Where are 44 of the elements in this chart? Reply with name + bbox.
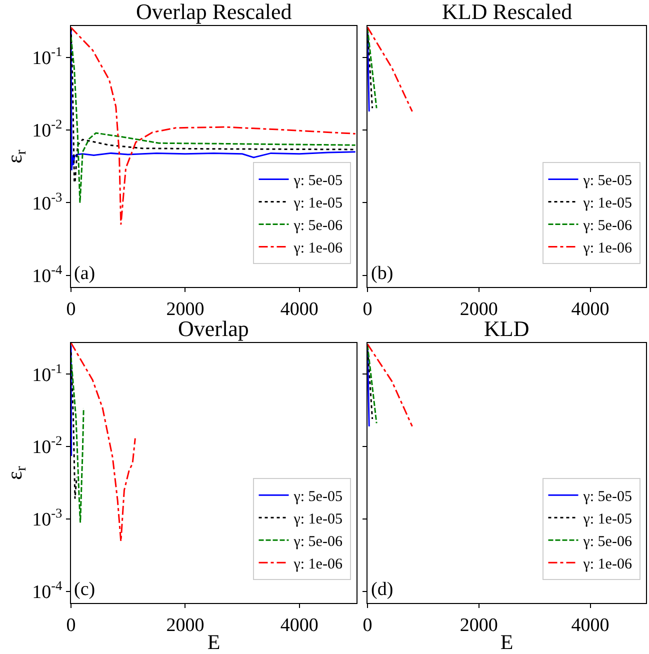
legend-label: γ: 5e-06 (582, 534, 632, 550)
x-tick-label: 2000 (460, 614, 498, 636)
legend-label: γ: 1e-06 (292, 240, 343, 257)
annotation: (d) (371, 579, 394, 600)
legend-label: γ: 1e-05 (582, 512, 632, 528)
y-tick-label: 10$^{-4}$ (32, 578, 63, 603)
legend-label: γ: 1e-06 (582, 556, 632, 573)
annotation: (a) (74, 263, 96, 284)
x-tick-label: 4000 (280, 614, 318, 636)
legend-label: γ: 5e-05 (292, 489, 342, 506)
legend-label: γ: 5e-05 (292, 173, 342, 190)
x-axis-title: E (207, 630, 220, 654)
legend-label: γ: 5e-06 (292, 534, 343, 550)
y-tick-label: 10$^{-2}$ (32, 116, 62, 142)
x-tick-label: 2000 (166, 614, 204, 636)
x-tick-label: 0 (66, 298, 76, 320)
x-tick-label: 0 (362, 614, 372, 636)
legend-label: γ: 1e-05 (292, 196, 342, 212)
legend-label: γ: 1e-05 (292, 512, 342, 528)
y-tick-label: 10$^{-4}$ (32, 262, 63, 288)
y-tick-label: 10$^{-1}$ (32, 360, 62, 386)
y-tick-label: 10$^{-1}$ (32, 44, 62, 69)
line-series (71, 342, 136, 542)
legend-label: γ: 5e-05 (582, 489, 632, 506)
legend-label: γ: 1e-06 (582, 240, 632, 257)
annotation: (c) (74, 579, 96, 600)
x-tick-label: 4000 (571, 614, 610, 636)
x-tick-label: 0 (362, 298, 372, 320)
legend-label: γ: 5e-05 (582, 173, 632, 190)
legend-label: γ: 5e-06 (292, 218, 343, 234)
y-tick-label: 10$^{-2}$ (32, 433, 62, 458)
y-tick-label: 10$^{-3}$ (32, 506, 63, 531)
x-axis-title: E (500, 630, 514, 654)
y-tick-label: 10$^{-3}$ (32, 189, 63, 214)
x-tick-label: 4000 (280, 298, 318, 320)
line-series (71, 356, 84, 524)
x-tick-label: 4000 (571, 298, 610, 320)
annotation: (b) (371, 263, 394, 284)
legend-label: γ: 1e-06 (292, 556, 343, 573)
legend-label: γ: 5e-06 (582, 218, 632, 234)
x-tick-label: 0 (66, 614, 76, 636)
legend-label: γ: 1e-05 (582, 196, 632, 212)
chart-title: KLD Rescaled (442, 0, 572, 24)
chart-title: Overlap Rescaled (136, 0, 292, 24)
